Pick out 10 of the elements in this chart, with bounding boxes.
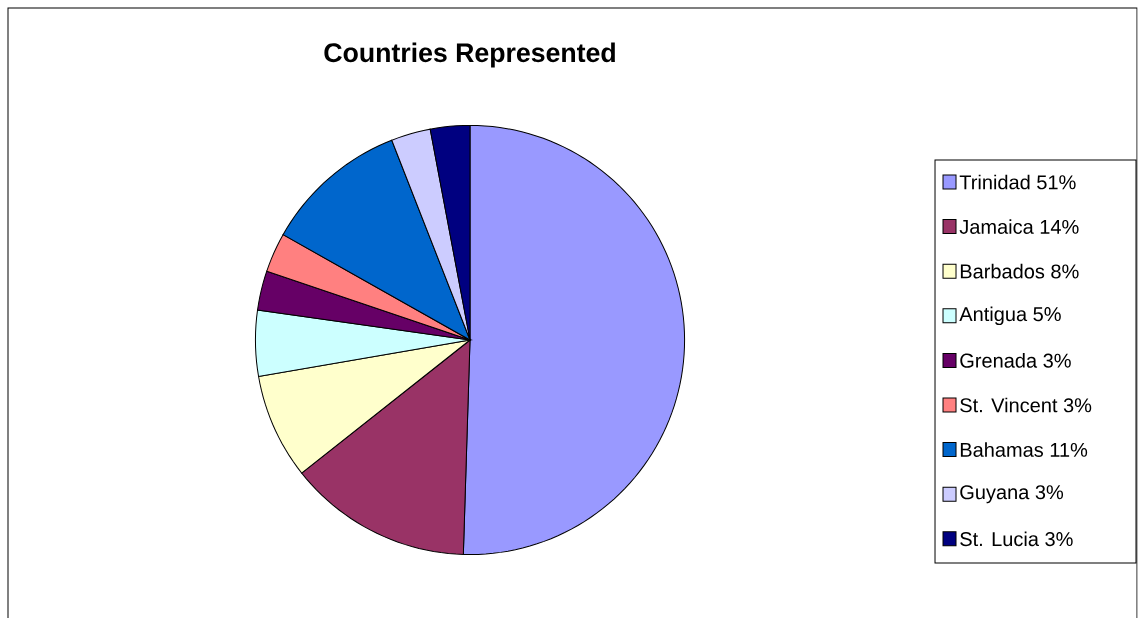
chart-title: Countries Represented [324,42,615,68]
legend-label: Guyana 3% [960,485,1064,504]
legend-label: Bahamas 11% [960,442,1088,457]
legend-label: Barbados 8% [960,263,1079,279]
legend-label: St. Vincent 3% [960,397,1092,413]
legend-label: Trinidad 51% [959,174,1076,190]
legend-label: Grenada 3% [960,353,1071,368]
legend-label: St. Lucia 3% [960,531,1073,547]
legend-label: Antigua 5% [959,306,1061,326]
legend-label: Jamaica 14% [959,219,1079,234]
